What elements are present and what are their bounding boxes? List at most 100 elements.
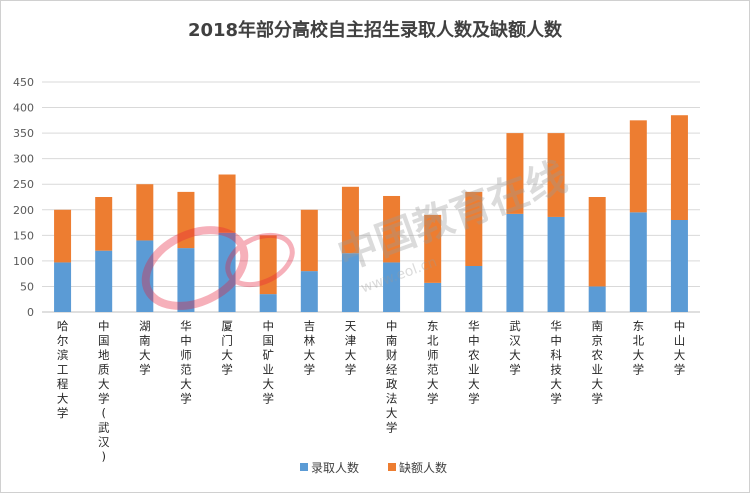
svg-text:技: 技 bbox=[550, 363, 562, 377]
svg-text:质: 质 bbox=[98, 363, 110, 377]
svg-text:中: 中 bbox=[262, 319, 274, 333]
bar-segment bbox=[588, 286, 606, 312]
bar-segment bbox=[506, 213, 524, 312]
svg-text:国: 国 bbox=[98, 334, 110, 348]
svg-text:师: 师 bbox=[427, 348, 439, 362]
bar-segment bbox=[54, 209, 72, 263]
svg-text:业: 业 bbox=[591, 363, 603, 377]
svg-text:科: 科 bbox=[550, 348, 562, 362]
svg-text:中: 中 bbox=[468, 334, 480, 348]
legend-swatch bbox=[388, 463, 396, 471]
svg-text:大: 大 bbox=[180, 377, 192, 391]
svg-text:东: 东 bbox=[633, 319, 645, 333]
svg-text:天: 天 bbox=[345, 319, 357, 333]
svg-text:程: 程 bbox=[57, 377, 69, 391]
svg-text:学: 学 bbox=[345, 363, 357, 377]
bar-segment bbox=[629, 120, 647, 213]
bar-segment bbox=[383, 195, 401, 263]
svg-text:大: 大 bbox=[139, 348, 151, 362]
svg-text:中: 中 bbox=[674, 319, 686, 333]
bar-segment bbox=[136, 184, 154, 241]
bar-segment bbox=[547, 216, 565, 312]
svg-text:大: 大 bbox=[550, 377, 562, 391]
svg-text:大: 大 bbox=[427, 377, 439, 391]
svg-text:地: 地 bbox=[98, 348, 110, 362]
legend-item: 缺额人数 bbox=[388, 460, 447, 475]
bar-segment bbox=[465, 191, 483, 266]
svg-text:(: ( bbox=[101, 406, 106, 420]
y-tick-label: 400 bbox=[13, 102, 34, 115]
chart-title: 2018年部分高校自主招生录取人数及缺额人数 bbox=[187, 20, 563, 41]
svg-text:经: 经 bbox=[386, 363, 398, 377]
legend-swatch bbox=[300, 463, 308, 471]
svg-text:工: 工 bbox=[57, 363, 69, 377]
svg-text:哈: 哈 bbox=[57, 319, 69, 333]
y-tick-label: 50 bbox=[20, 280, 34, 293]
x-axis-labels: 哈尔滨工程大学中国地质大学(武汉)湖南大学华中师范大学厦门大学中国矿业大学吉林大… bbox=[57, 319, 686, 464]
svg-text:大: 大 bbox=[221, 348, 233, 362]
svg-text:大: 大 bbox=[345, 348, 357, 362]
svg-text:学: 学 bbox=[304, 363, 316, 377]
svg-text:津: 津 bbox=[345, 334, 357, 348]
svg-text:学: 学 bbox=[509, 363, 521, 377]
watermark-logo-ring-inner bbox=[225, 232, 295, 288]
svg-text:大: 大 bbox=[304, 348, 316, 362]
svg-text:南: 南 bbox=[386, 334, 398, 348]
svg-text:范: 范 bbox=[180, 363, 192, 377]
svg-text:法: 法 bbox=[386, 392, 398, 406]
bar-segment bbox=[506, 133, 524, 214]
bar-segment bbox=[383, 262, 401, 312]
bar-segment bbox=[259, 294, 277, 312]
svg-text:大: 大 bbox=[591, 377, 603, 391]
svg-text:东: 东 bbox=[427, 319, 439, 333]
legend-item: 录取人数 bbox=[300, 460, 359, 475]
svg-text:学: 学 bbox=[386, 421, 398, 435]
svg-text:范: 范 bbox=[427, 363, 439, 377]
svg-text:北: 北 bbox=[427, 334, 439, 348]
svg-text:滨: 滨 bbox=[57, 348, 69, 362]
legend-label: 录取人数 bbox=[311, 460, 359, 475]
svg-text:门: 门 bbox=[221, 334, 233, 348]
legend: 录取人数 缺额人数 bbox=[300, 460, 447, 475]
svg-text:吉: 吉 bbox=[304, 319, 316, 333]
svg-text:湖: 湖 bbox=[139, 319, 151, 333]
svg-text:学: 学 bbox=[57, 406, 69, 420]
svg-text:大: 大 bbox=[674, 348, 686, 362]
bar-segment bbox=[341, 253, 359, 312]
svg-text:师: 师 bbox=[180, 348, 192, 362]
svg-text:中: 中 bbox=[386, 319, 398, 333]
svg-text:学: 学 bbox=[221, 363, 233, 377]
svg-text:大: 大 bbox=[386, 406, 398, 420]
svg-text:大: 大 bbox=[98, 377, 110, 391]
svg-text:学: 学 bbox=[674, 363, 686, 377]
bar-segment bbox=[177, 248, 195, 312]
svg-text:学: 学 bbox=[591, 392, 603, 406]
svg-text:业: 业 bbox=[262, 363, 274, 377]
y-tick-label: 350 bbox=[13, 127, 34, 140]
svg-text:大: 大 bbox=[262, 377, 274, 391]
svg-text:国: 国 bbox=[262, 334, 274, 348]
bar-segment bbox=[218, 174, 236, 233]
svg-text:学: 学 bbox=[633, 363, 645, 377]
bar-segment bbox=[300, 271, 318, 312]
svg-text:财: 财 bbox=[386, 348, 398, 362]
svg-text:学: 学 bbox=[98, 392, 110, 406]
bar-segment bbox=[424, 214, 442, 283]
svg-text:矿: 矿 bbox=[262, 348, 274, 362]
bar-segment bbox=[95, 250, 113, 312]
svg-text:学: 学 bbox=[180, 392, 192, 406]
bar-segment bbox=[465, 266, 483, 312]
bar-segment bbox=[670, 220, 688, 312]
bar-segment bbox=[629, 212, 647, 312]
